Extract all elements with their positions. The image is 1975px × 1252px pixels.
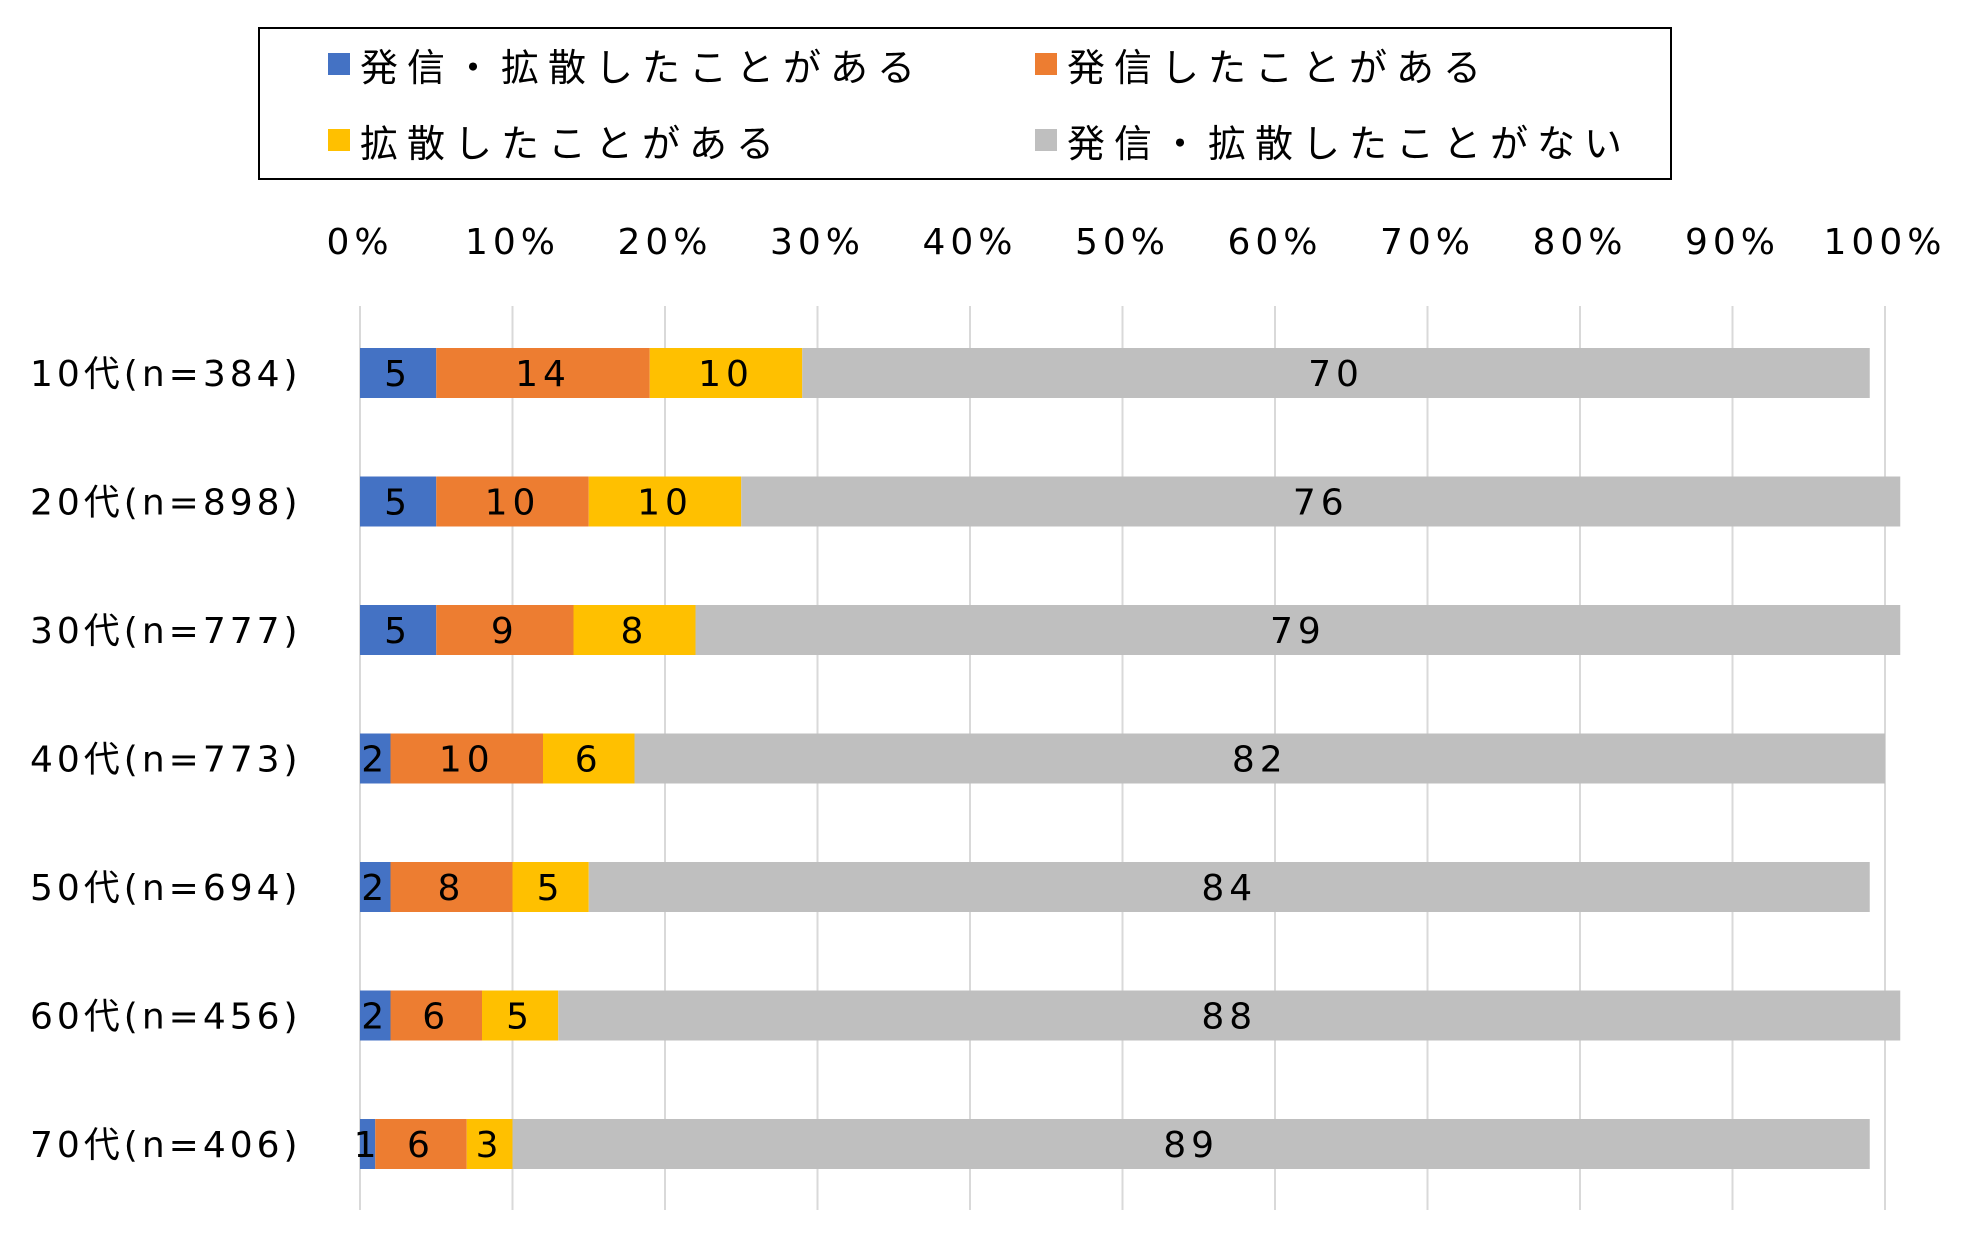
x-tick-label: 80% [1532,222,1627,263]
bar-segment-never [741,476,1901,527]
category-label: 60代(n=456) [30,997,302,1038]
legend-item-never: 発信・拡散したことがない [1035,120,1631,166]
data-label: 10 [637,483,693,524]
chart-legend: 発信・拡散したことがある 発信したことがある 拡散したことがある 発信・拡散した… [258,27,1672,180]
category-label: 70代(n=406) [30,1125,302,1166]
data-label: 10 [485,483,541,524]
legend-label-sent-and-shared: 発信・拡散したことがある [360,45,925,90]
bar-segment-never [558,990,1901,1041]
legend-swatch-sent-and-shared [328,53,350,75]
data-label: 84 [1201,868,1257,909]
bar-segment-never [634,733,1885,784]
bar-segment-sent-and-shared [360,733,391,784]
category-label: 40代(n=773) [30,740,302,781]
data-label: 2 [361,868,389,909]
legend-swatch-shared [328,129,350,151]
category-label: 10代(n=384) [30,354,302,395]
data-label: 5 [384,354,412,395]
bar-segment-sent-and-shared [360,862,391,912]
y-axis-categories: 10代(n=384) 20代(n=898) 30代(n=777) 40代(n=773)… [30,354,302,1166]
x-tick-label: 60% [1227,222,1322,263]
bar-segment-sent [390,990,482,1041]
data-label: 6 [422,997,450,1038]
bar-segment-sent-and-shared [360,990,391,1041]
bar-segment-shared [466,1119,513,1169]
data-label: 2 [361,997,389,1038]
data-label: 9 [491,611,519,652]
data-label: 88 [1201,997,1257,1038]
data-label: 5 [537,868,565,909]
data-label: 76 [1293,483,1349,524]
bar-segment-never [588,862,1870,912]
data-label: 70 [1308,354,1364,395]
bar-segment-sent-and-shared [360,348,437,398]
x-tick-label: 90% [1685,222,1780,263]
data-label: 5 [384,483,412,524]
data-label: 3 [476,1125,504,1166]
legend-swatch-sent [1035,53,1057,75]
x-tick-label: 40% [922,222,1017,263]
data-label: 8 [438,868,466,909]
bar-segment-sent [436,348,650,398]
x-axis-ticks: 0% 10% 20% 30% 40% 50% 60% 70% 80% 90% 100% [326,222,1947,263]
bar-segment-sent-and-shared [360,1119,376,1169]
bars [360,348,1901,1169]
legend-label-sent: 発信したことがある [1067,45,1491,90]
data-label: 5 [384,611,412,652]
data-label: 6 [407,1125,435,1166]
bar-segment-sent [390,733,543,784]
data-label: 5 [506,997,534,1038]
category-label: 30代(n=777) [30,611,302,652]
bar-segment-never [512,1119,1870,1169]
bar-segment-sent-and-shared [360,605,437,655]
category-label: 20代(n=898) [30,483,302,524]
bar-segment-shared [573,605,696,655]
x-tick-label: 70% [1380,222,1475,263]
legend-item-sent: 発信したことがある [1035,44,1490,90]
data-labels: 5 14 10 705 10 10 765 9 8 792 10 6 822 8 5 842 6 5 881 6 3 89 [354,354,1364,1166]
legend-item-sent-and-shared: 発信・拡散したことがある [328,44,924,90]
bar-segment-sent [390,862,513,912]
data-label: 82 [1232,740,1288,781]
x-tick-label: 50% [1075,222,1170,263]
bar-segment-shared [588,476,742,527]
bar-segment-sent-and-shared [360,476,437,527]
data-label: 89 [1163,1125,1219,1166]
bar-segment-sent [436,476,589,527]
x-tick-label: 0% [326,222,393,263]
x-tick-label: 10% [465,222,560,263]
bar-segment-shared [543,733,635,784]
x-tick-label: 30% [770,222,865,263]
data-label: 10 [439,740,495,781]
bar-segment-never [802,348,1870,398]
data-label: 2 [361,740,389,781]
data-label: 10 [698,354,754,395]
legend-label-never: 発信・拡散したことがない [1067,121,1632,166]
bar-segment-shared [482,990,559,1041]
legend-swatch-never [1035,129,1057,151]
bar-segment-shared [649,348,803,398]
legend-item-shared: 拡散したことがある [328,120,783,166]
x-tick-label: 20% [617,222,712,263]
data-label: 79 [1270,611,1326,652]
bar-segment-sent [375,1119,467,1169]
legend-label-shared: 拡散したことがある [360,121,784,166]
data-label: 8 [621,611,649,652]
data-label: 6 [575,740,603,781]
bar-segment-shared [512,862,589,912]
bar-segment-never [695,605,1901,655]
data-label: 1 [354,1125,382,1166]
data-label: 14 [515,354,571,395]
x-tick-label: 100% [1824,222,1947,263]
bar-segment-sent [436,605,574,655]
category-label: 50代(n=694) [30,868,302,909]
